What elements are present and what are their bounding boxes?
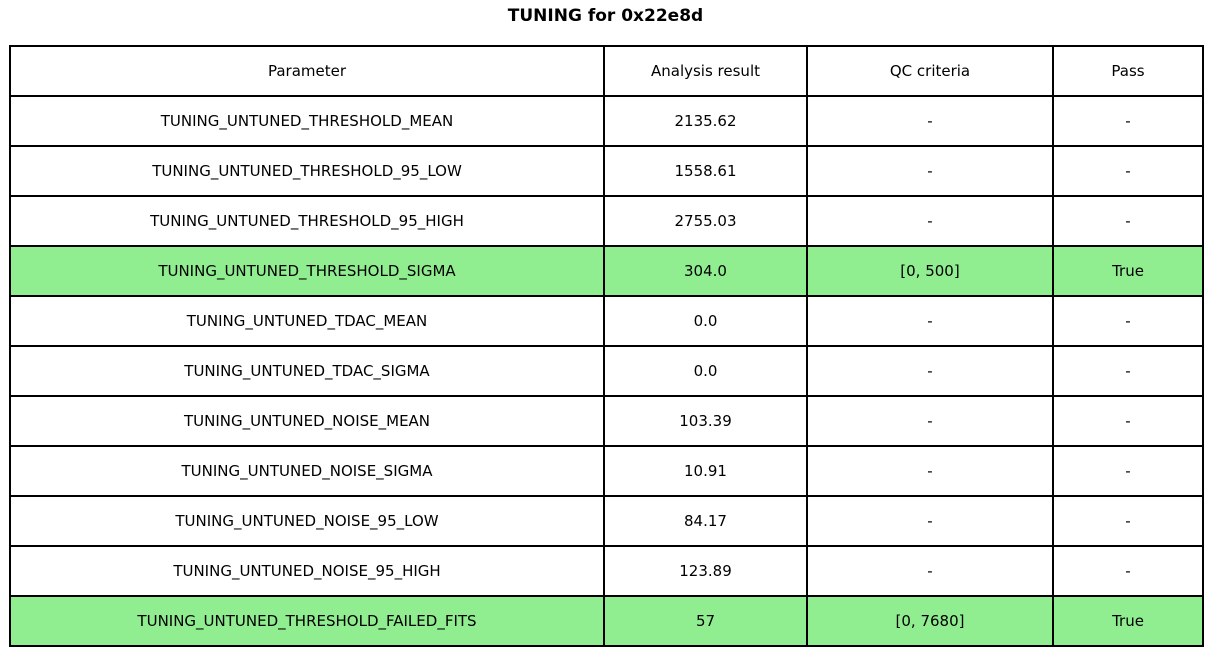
result-cell: 123.89 — [603, 545, 808, 597]
table-row: TUNING_UNTUNED_NOISE_95_HIGH 123.89 - - — [9, 545, 1204, 597]
result-cell: 304.0 — [603, 245, 808, 297]
qc-cell: - — [806, 195, 1054, 247]
result-cell: 0.0 — [603, 345, 808, 397]
pass-cell: - — [1052, 545, 1204, 597]
table-body: TUNING_UNTUNED_THRESHOLD_MEAN 2135.62 - … — [9, 95, 1204, 647]
param-cell: TUNING_UNTUNED_THRESHOLD_MEAN — [9, 95, 605, 147]
result-cell: 0.0 — [603, 295, 808, 347]
pass-cell: True — [1052, 595, 1204, 647]
qc-cell: - — [806, 295, 1054, 347]
qc-cell: - — [806, 395, 1054, 447]
qc-cell: [0, 7680] — [806, 595, 1054, 647]
param-cell: TUNING_UNTUNED_THRESHOLD_95_HIGH — [9, 195, 605, 247]
param-cell: TUNING_UNTUNED_THRESHOLD_FAILED_FITS — [9, 595, 605, 647]
header-qc-criteria: QC criteria — [806, 45, 1054, 97]
qc-cell: - — [806, 495, 1054, 547]
result-cell: 103.39 — [603, 395, 808, 447]
result-cell: 2135.62 — [603, 95, 808, 147]
pass-cell: - — [1052, 345, 1204, 397]
param-cell: TUNING_UNTUNED_NOISE_SIGMA — [9, 445, 605, 497]
pass-cell: - — [1052, 95, 1204, 147]
table-row: TUNING_UNTUNED_NOISE_95_LOW 84.17 - - — [9, 495, 1204, 547]
result-cell: 1558.61 — [603, 145, 808, 197]
pass-cell: - — [1052, 145, 1204, 197]
pass-cell: - — [1052, 395, 1204, 447]
table-row: TUNING_UNTUNED_NOISE_MEAN 103.39 - - — [9, 395, 1204, 447]
table-row: TUNING_UNTUNED_TDAC_SIGMA 0.0 - - — [9, 345, 1204, 397]
pass-cell: - — [1052, 445, 1204, 497]
param-cell: TUNING_UNTUNED_TDAC_MEAN — [9, 295, 605, 347]
result-cell: 84.17 — [603, 495, 808, 547]
qc-cell: [0, 500] — [806, 245, 1054, 297]
pass-cell: - — [1052, 195, 1204, 247]
table-row: TUNING_UNTUNED_THRESHOLD_MEAN 2135.62 - … — [9, 95, 1204, 147]
param-cell: TUNING_UNTUNED_NOISE_95_HIGH — [9, 545, 605, 597]
header-row: Parameter Analysis result QC criteria Pa… — [9, 45, 1204, 97]
pass-cell: True — [1052, 245, 1204, 297]
pass-cell: - — [1052, 495, 1204, 547]
qc-results-table: Parameter Analysis result QC criteria Pa… — [9, 45, 1204, 647]
header-parameter: Parameter — [9, 45, 605, 97]
table-row: TUNING_UNTUNED_THRESHOLD_95_HIGH 2755.03… — [9, 195, 1204, 247]
table-row: TUNING_UNTUNED_THRESHOLD_95_LOW 1558.61 … — [9, 145, 1204, 197]
table-row: TUNING_UNTUNED_THRESHOLD_SIGMA 304.0 [0,… — [9, 245, 1204, 297]
pass-cell: - — [1052, 295, 1204, 347]
qc-cell: - — [806, 545, 1054, 597]
param-cell: TUNING_UNTUNED_THRESHOLD_SIGMA — [9, 245, 605, 297]
param-cell: TUNING_UNTUNED_NOISE_MEAN — [9, 395, 605, 447]
param-cell: TUNING_UNTUNED_THRESHOLD_95_LOW — [9, 145, 605, 197]
header-pass: Pass — [1052, 45, 1204, 97]
qc-cell: - — [806, 445, 1054, 497]
result-cell: 2755.03 — [603, 195, 808, 247]
table-row: TUNING_UNTUNED_THRESHOLD_FAILED_FITS 57 … — [9, 595, 1204, 647]
param-cell: TUNING_UNTUNED_NOISE_95_LOW — [9, 495, 605, 547]
table-header: Parameter Analysis result QC criteria Pa… — [9, 45, 1204, 97]
qc-cell: - — [806, 145, 1054, 197]
param-cell: TUNING_UNTUNED_TDAC_SIGMA — [9, 345, 605, 397]
page-title: TUNING for 0x22e8d — [507, 6, 704, 26]
qc-cell: - — [806, 345, 1054, 397]
qc-cell: - — [806, 95, 1054, 147]
table-row: TUNING_UNTUNED_NOISE_SIGMA 10.91 - - — [9, 445, 1204, 497]
result-cell: 57 — [603, 595, 808, 647]
result-cell: 10.91 — [603, 445, 808, 497]
header-analysis-result: Analysis result — [603, 45, 808, 97]
table-row: TUNING_UNTUNED_TDAC_MEAN 0.0 - - — [9, 295, 1204, 347]
